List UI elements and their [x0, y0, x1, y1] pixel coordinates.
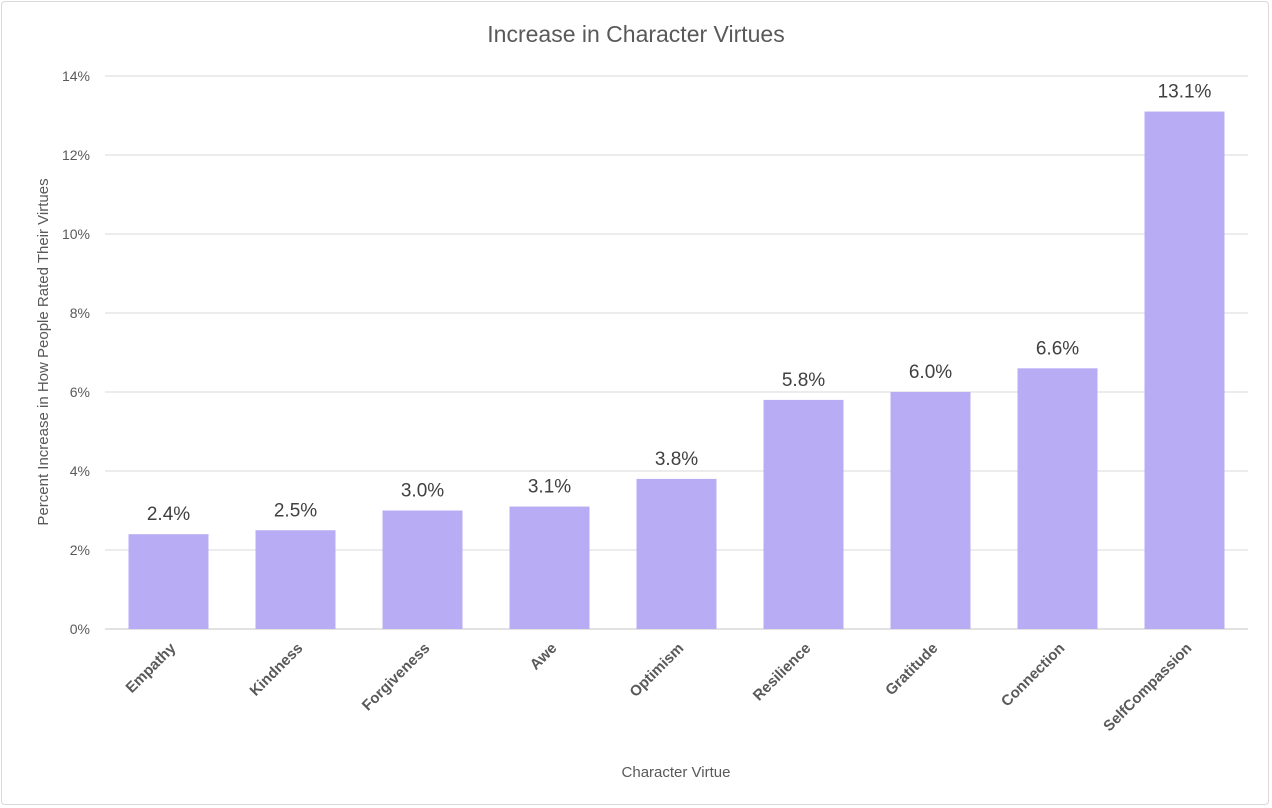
data-label: 2.5% [274, 500, 317, 521]
data-label: 3.8% [655, 449, 698, 470]
data-label: 6.6% [1036, 338, 1079, 359]
y-tick-label: 4% [70, 463, 90, 479]
y-tick-label: 10% [62, 226, 90, 242]
y-tick-label: 6% [70, 384, 90, 400]
bar-empathy [128, 534, 209, 629]
data-label: 6.0% [909, 362, 952, 383]
chart-title: Increase in Character Virtues [487, 21, 784, 47]
bar-resilience [763, 399, 844, 629]
bar-awe [509, 506, 590, 629]
data-label: 13.1% [1158, 82, 1212, 103]
data-label: 2.4% [147, 504, 190, 525]
data-label: 5.8% [782, 370, 825, 391]
x-tick-label: Empathy [123, 639, 180, 696]
bar-forgiveness [382, 510, 463, 629]
x-tick-label: Forgiveness [359, 640, 434, 715]
x-tick-label: Gratitude [882, 640, 941, 699]
data-label: 3.1% [528, 477, 571, 498]
x-tick-label: SelfCompassion [1100, 640, 1195, 735]
bar-kindness [255, 530, 336, 629]
bar-connection [1017, 368, 1098, 629]
data-label: 3.0% [401, 481, 444, 502]
bar-selfcompassion [1144, 111, 1225, 630]
y-tick-label: 12% [62, 147, 90, 163]
bar-gratitude [890, 392, 971, 629]
x-tick-label: Resilience [750, 640, 815, 705]
x-axis-title: Character Virtue [622, 764, 731, 781]
x-tick-label: Awe [527, 640, 561, 674]
y-axis-title: Percent Increase in How People Rated The… [35, 178, 52, 525]
bar-optimism [636, 478, 717, 629]
x-tick-label: Connection [998, 640, 1068, 710]
x-tick-label: Kindness [247, 640, 307, 700]
y-tick-label: 8% [70, 305, 90, 321]
y-tick-label: 0% [70, 621, 90, 637]
y-tick-label: 14% [62, 68, 90, 84]
x-tick-label: Optimism [626, 640, 687, 701]
y-tick-label: 2% [70, 542, 90, 558]
